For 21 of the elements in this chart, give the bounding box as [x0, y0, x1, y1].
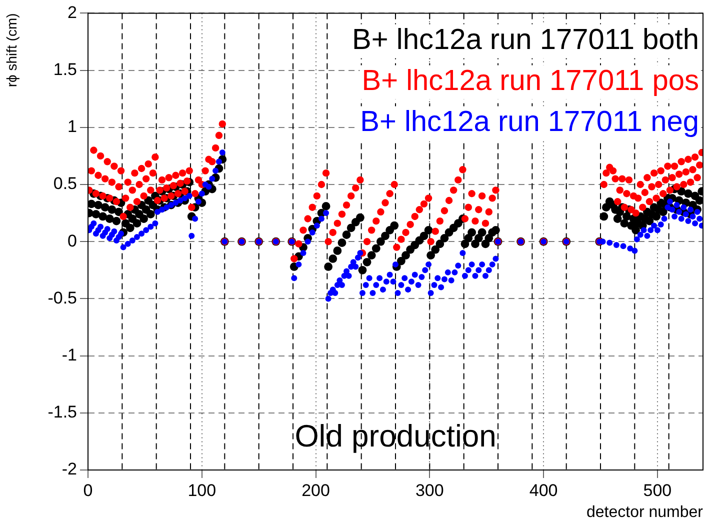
text: B+ lhc12a run 177011 both — [352, 24, 699, 56]
y-tick-label: 1 — [68, 117, 77, 136]
y-tick-label: 2 — [68, 2, 77, 22]
text: B+ lhc12a run 177011 neg — [360, 106, 699, 138]
y-tick-label: 0.5 — [53, 174, 77, 194]
x-tick-label: 100 — [188, 480, 216, 500]
x-tick-label: 0 — [83, 480, 93, 500]
x-tick-label: 300 — [415, 480, 444, 500]
series-label: B+ lhc12a run 177011 pos — [362, 65, 699, 98]
y-tick-label: -2 — [62, 460, 77, 479]
x-tick-label: 500 — [643, 480, 672, 500]
x-axis-title: detector number — [586, 504, 704, 521]
y-tick-label: 0 — [68, 231, 77, 250]
x-tick-label: 200 — [302, 480, 330, 500]
y-tick-label: -1 — [62, 345, 77, 364]
annotation: Old production — [294, 418, 496, 454]
y-tick-label: -0.5 — [48, 288, 77, 308]
y-tick-label: -1.5 — [48, 402, 77, 422]
y-tick-label: 1.5 — [53, 60, 77, 79]
x-tick-label: 400 — [529, 480, 558, 500]
y-axis-title: rϕ shift (cm) — [3, 13, 20, 88]
